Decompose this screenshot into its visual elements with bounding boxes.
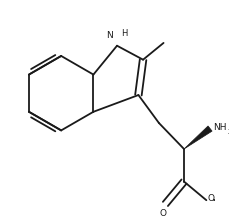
Text: N: N [106,31,113,40]
Text: NH: NH [212,123,225,132]
Text: H: H [120,29,127,38]
Polygon shape [183,126,211,149]
Text: O: O [206,194,213,203]
Text: O: O [158,209,165,218]
Text: 2: 2 [227,129,229,135]
